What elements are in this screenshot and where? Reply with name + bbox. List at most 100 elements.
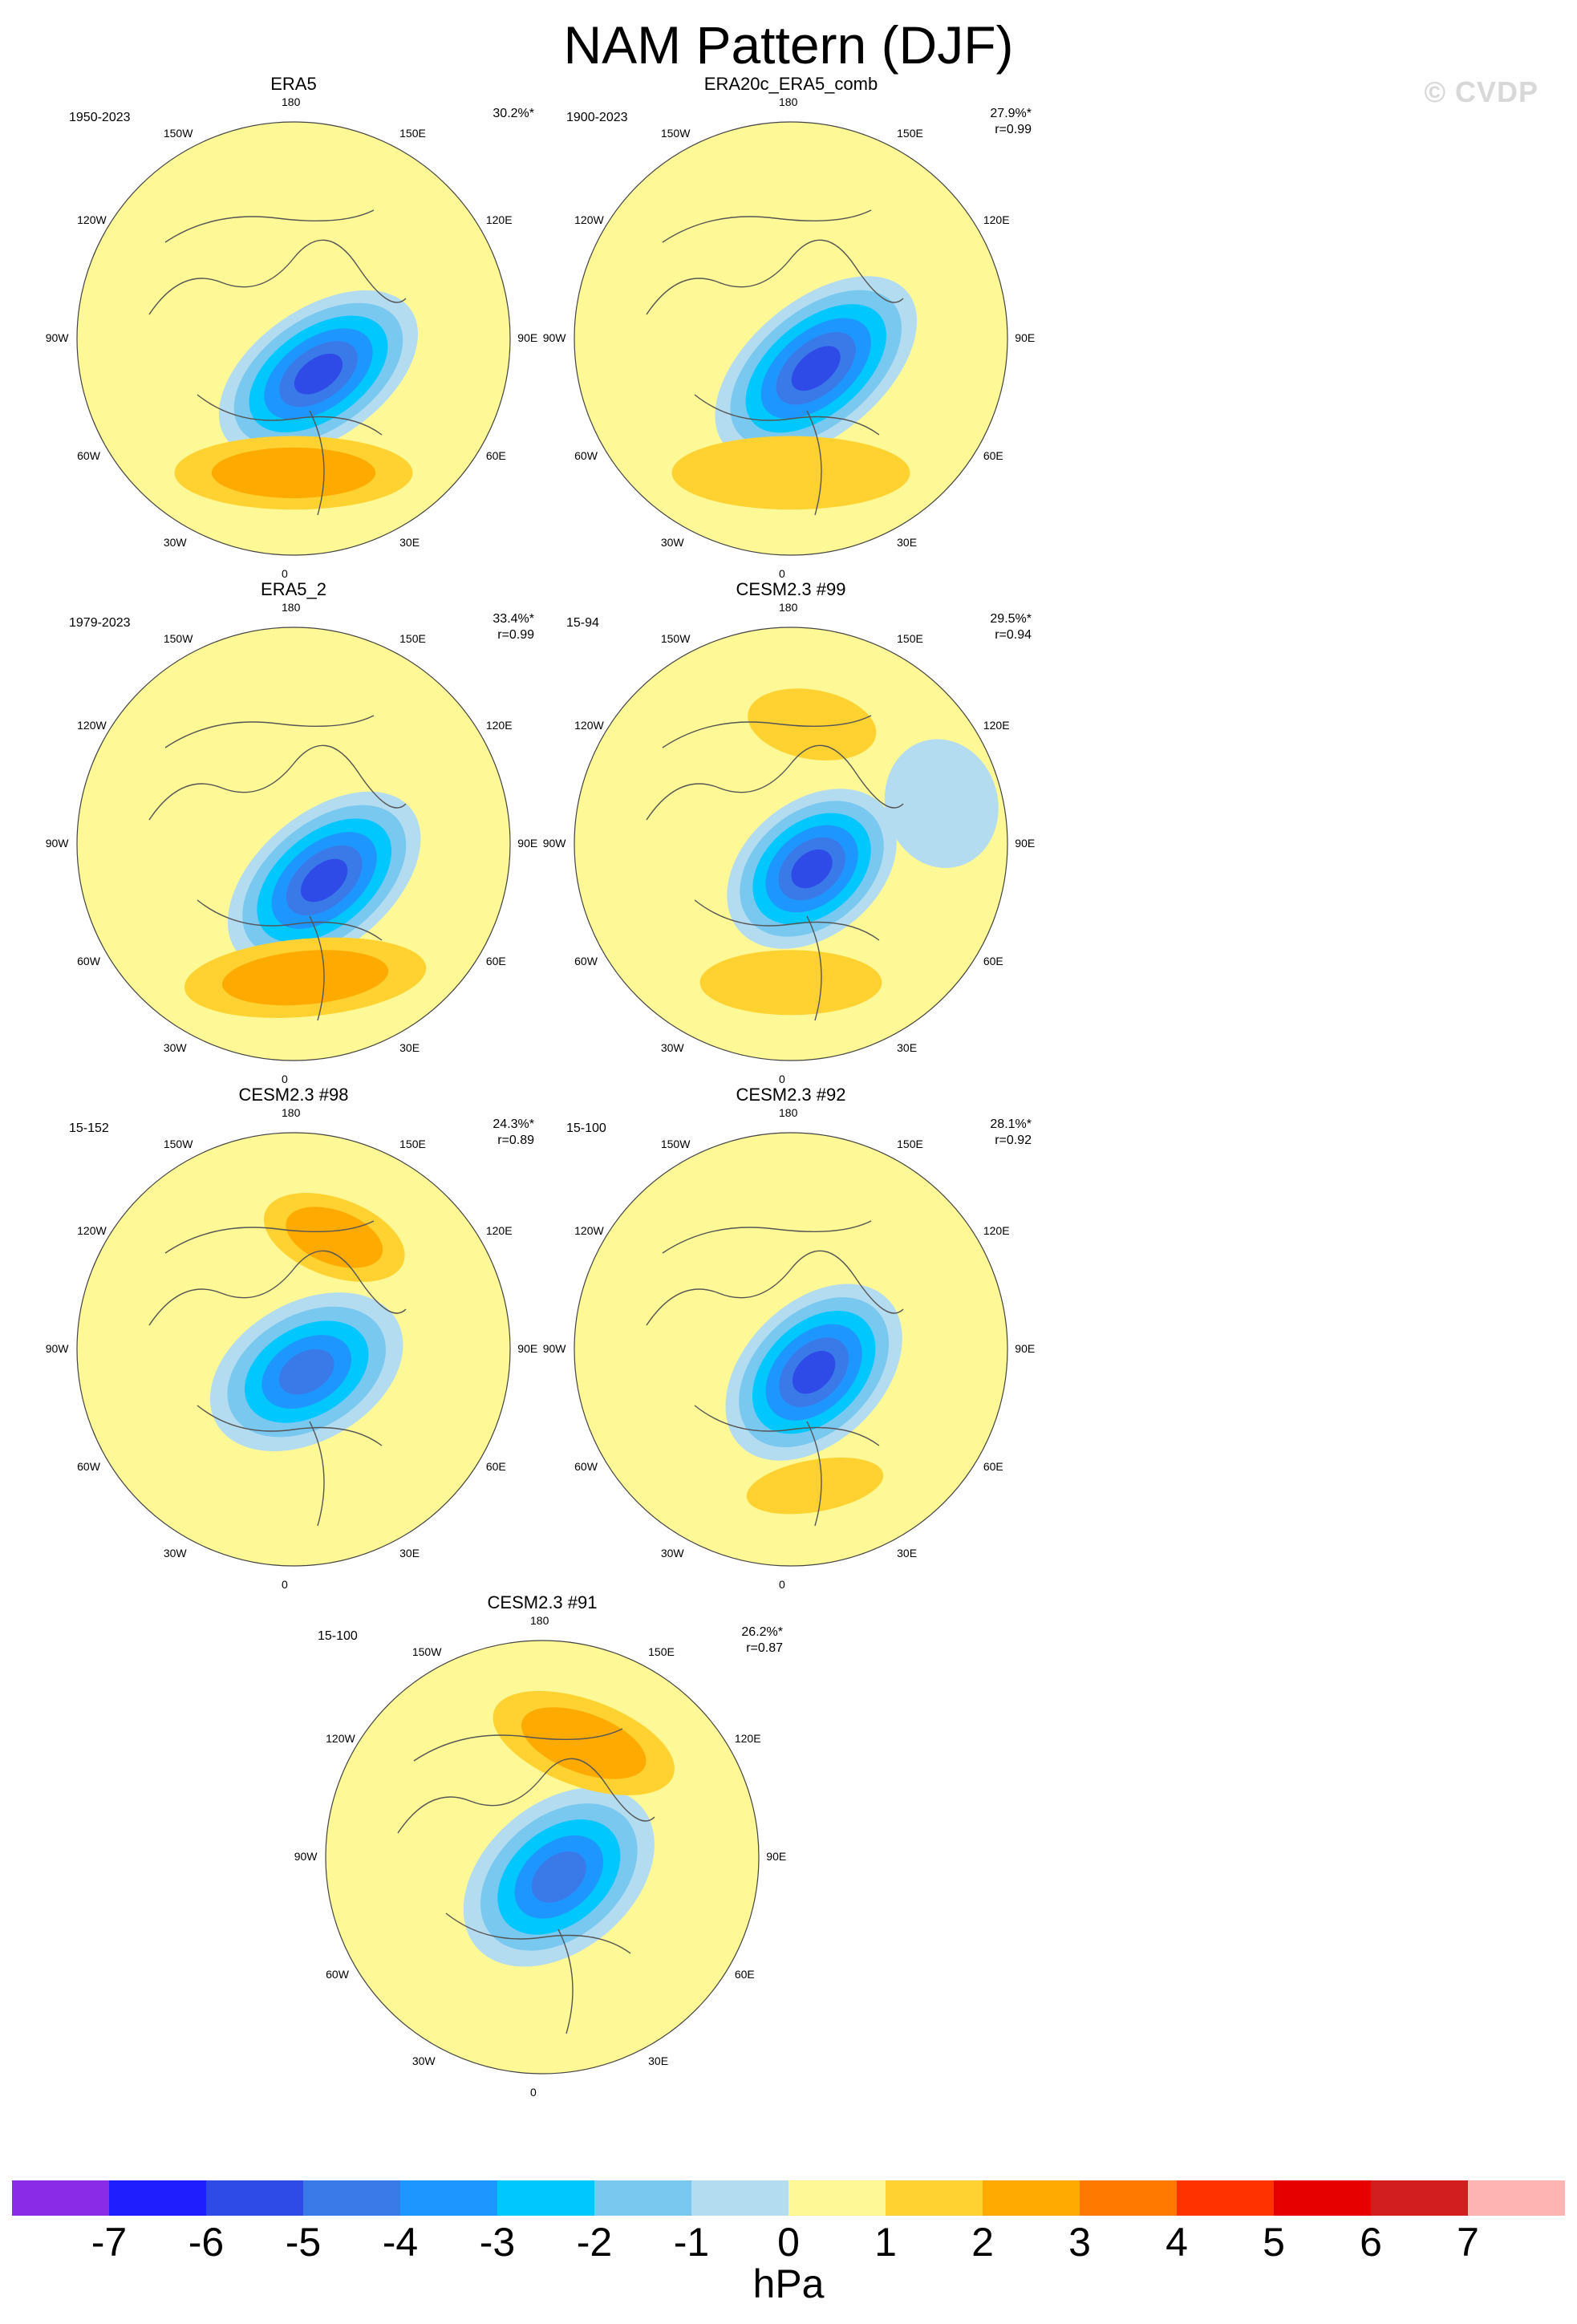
longitude-label: 0	[779, 1073, 785, 1086]
longitude-label: 90E	[1015, 1342, 1036, 1355]
colorbar-segment	[400, 2180, 498, 2216]
longitude-label: 30E	[897, 535, 918, 549]
coastline	[646, 209, 904, 516]
panel-title: ERA20c_ERA5_comb	[703, 74, 878, 94]
panel-correlation: r=0.99	[995, 123, 1032, 136]
panel-period: 15-100	[566, 1121, 606, 1135]
longitude-label: 30W	[660, 1546, 684, 1559]
longitude-label: 30E	[897, 1546, 918, 1559]
map-border	[76, 1132, 511, 1567]
longitude-label: 90W	[45, 837, 69, 850]
panel-stats: 26.2%* r=0.87	[671, 1624, 783, 1657]
panel-period: 15-100	[318, 1629, 358, 1643]
map-border	[574, 121, 1008, 556]
panel-stats: 28.1%* r=0.92	[919, 1117, 1032, 1149]
colorbar-segment	[983, 2180, 1080, 2216]
map-panel: CESM2.3 #91 15-100 26.2%* r=0.87 180 150E 120E…	[181, 1592, 903, 2099]
longitude-label: 180	[282, 95, 301, 108]
polar-map	[574, 627, 1008, 1061]
colorbar-tick-label: 5	[1263, 2220, 1285, 2265]
low-pressure-contour	[278, 1349, 334, 1395]
high-pressure-contour	[699, 950, 882, 1016]
longitude-label: 120W	[326, 1731, 355, 1745]
colorbar-tick-label: 3	[1068, 2220, 1091, 2265]
polar-map	[574, 1132, 1008, 1567]
longitude-label: 150W	[660, 632, 691, 646]
longitude-label: 150W	[163, 1138, 193, 1151]
panel-period: 15-94	[566, 616, 599, 630]
polar-map	[325, 1640, 760, 2075]
longitude-label: 180	[282, 600, 301, 614]
colorbar-segment	[497, 2180, 595, 2216]
map-panel: CESM2.3 #92 15-100 28.1%* r=0.92 180 150E 120E…	[430, 1085, 1152, 1591]
polar-map	[76, 1132, 511, 1567]
low-pressure-contour	[792, 1350, 836, 1394]
low-pressure-contour	[531, 1851, 586, 1903]
longitude-label: 150W	[660, 127, 691, 140]
colorbar-tick-label: -2	[576, 2220, 613, 2265]
longitude-label: 90W	[542, 837, 566, 850]
longitude-label: 150E	[897, 632, 923, 646]
colorbar-tick-label: -5	[285, 2220, 322, 2265]
longitude-label: 30W	[163, 1040, 187, 1054]
coastline	[397, 1728, 655, 2034]
colorbar-segment	[594, 2180, 692, 2216]
longitude-label: 180	[779, 1105, 798, 1119]
longitude-label: 60W	[326, 1968, 349, 1981]
map-panel: CESM2.3 #98 15-152 24.3%* r=0.89 180 150E 120E…	[0, 1085, 655, 1591]
longitude-label: 60E	[734, 1968, 755, 1981]
longitude-label: 120W	[77, 1223, 107, 1237]
longitude-label: 30E	[399, 535, 420, 549]
panel-title: CESM2.3 #98	[238, 1085, 349, 1105]
panel-period: 1900-2023	[566, 111, 628, 124]
longitude-label: 120W	[77, 213, 107, 226]
longitude-label: 90E	[1015, 837, 1036, 850]
longitude-label: 60E	[485, 955, 506, 968]
low-pressure-contour	[884, 739, 999, 869]
longitude-label: 60W	[77, 1460, 100, 1474]
longitude-label: 90E	[517, 1342, 538, 1355]
high-pressure-contour	[221, 950, 389, 1006]
panel-correlation: r=0.89	[497, 1134, 534, 1147]
longitude-label: 30E	[399, 1546, 420, 1559]
longitude-label: 60W	[77, 955, 100, 968]
coastline	[646, 715, 904, 1021]
panel-variance: 26.2%*	[741, 1625, 783, 1639]
polar-map	[76, 627, 511, 1061]
longitude-label: 150E	[897, 1138, 923, 1151]
colorbar-segment	[788, 2180, 886, 2216]
longitude-label: 120E	[983, 1223, 1010, 1237]
panel-title: ERA5_2	[261, 579, 326, 599]
longitude-label: 120E	[485, 1223, 513, 1237]
longitude-label: 90E	[517, 331, 538, 344]
longitude-label: 0	[530, 2086, 537, 2099]
high-pressure-contour	[671, 436, 910, 510]
map-panel: ERA5_2 1979-2023 33.4%* r=0.99 180 150E 120E 90…	[0, 579, 655, 1085]
longitude-label: 30E	[897, 1040, 918, 1054]
longitude-label: 60E	[485, 449, 506, 463]
colorbar	[12, 2180, 1565, 2216]
longitude-label: 30W	[660, 1040, 684, 1054]
longitude-label: 180	[779, 95, 798, 108]
panel-correlation: r=0.94	[995, 628, 1032, 642]
coastline	[148, 209, 407, 516]
low-pressure-contour	[791, 346, 841, 391]
longitude-label: 150E	[648, 1645, 675, 1659]
colorbar-tick-label: -6	[188, 2220, 225, 2265]
colorbar-tick-label: -7	[91, 2220, 128, 2265]
map-border	[325, 1640, 760, 2075]
longitude-label: 90W	[45, 331, 69, 344]
map-panel: CESM2.3 #99 15-94 29.5%* r=0.94 180 150E 120E 9…	[430, 579, 1152, 1085]
longitude-label: 0	[282, 567, 288, 581]
panel-period: 1979-2023	[69, 616, 131, 630]
longitude-label: 120E	[983, 718, 1010, 732]
map-border	[574, 1132, 1008, 1567]
longitude-label: 0	[282, 1578, 288, 1592]
panel-stats: 29.5%* r=0.94	[919, 611, 1032, 643]
panel-period: 1950-2023	[69, 111, 131, 124]
longitude-label: 60W	[574, 449, 598, 463]
colorbar-segment	[1177, 2180, 1275, 2216]
colorbar-segment	[206, 2180, 304, 2216]
colorbar-segment	[1080, 2180, 1178, 2216]
colorbar-segment	[1274, 2180, 1372, 2216]
